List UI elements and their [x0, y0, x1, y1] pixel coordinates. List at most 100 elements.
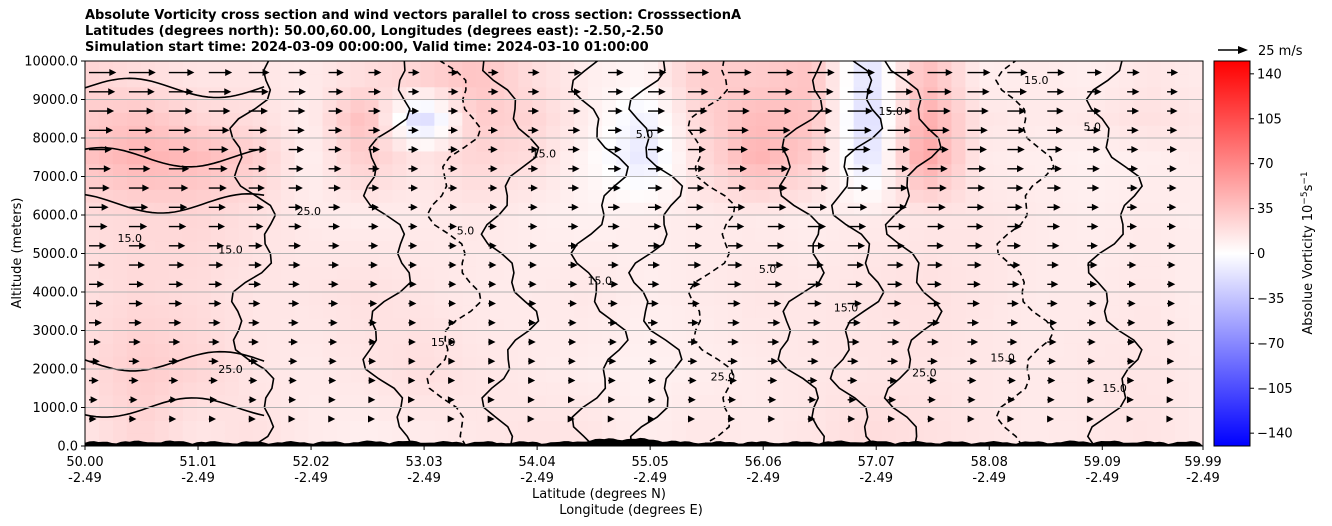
field-cell [518, 150, 533, 165]
field-cell [588, 356, 603, 370]
wind-vector-head [450, 146, 458, 154]
field-cell [1147, 420, 1162, 434]
field-cell [685, 369, 701, 383]
field-cell [881, 292, 897, 306]
field-cell [755, 86, 771, 101]
y-tick-label: 0.0 [57, 440, 78, 455]
wind-vector-head [865, 107, 873, 115]
field-cell [224, 227, 240, 242]
wind-vector-head [1127, 377, 1135, 385]
field-cell [923, 86, 939, 101]
field-cell [755, 240, 771, 255]
wind-vector-head [1132, 88, 1140, 96]
field-cell [1105, 304, 1120, 319]
field-cell [755, 369, 771, 383]
field-cell [1063, 227, 1078, 242]
wind-vector-head [1167, 319, 1175, 327]
field-cell [126, 369, 142, 383]
field-cell [336, 394, 352, 409]
field-cell [1133, 279, 1148, 293]
wind-vector-head [1095, 69, 1103, 77]
contour-label: 15.0 [118, 232, 143, 245]
wind-vector-head [652, 280, 660, 288]
field-cell [811, 420, 827, 434]
field-cell [1091, 420, 1106, 434]
field-cell [853, 189, 869, 203]
field-cell [993, 202, 1008, 216]
field-cell [769, 381, 785, 396]
field-cell [1175, 279, 1190, 293]
field-cell [154, 163, 170, 178]
wind-vector-head [972, 300, 980, 308]
field-cell [881, 189, 897, 203]
field-cell [979, 381, 994, 396]
field-cell [657, 176, 673, 190]
contour-line [85, 192, 265, 214]
field-cell [741, 394, 757, 409]
field-cell [462, 292, 477, 306]
field-cell [266, 61, 282, 75]
field-cell [1063, 86, 1078, 101]
field-cell [560, 202, 575, 216]
contour-label: 5.0 [1083, 120, 1101, 133]
field-cell [1021, 381, 1036, 396]
field-cell [811, 407, 827, 421]
wind-vector-head [850, 377, 858, 385]
field-cell [616, 176, 631, 190]
field-cell [671, 73, 687, 88]
vorticity-field [85, 61, 1203, 446]
field-cell [797, 240, 813, 255]
field-cell [993, 163, 1008, 178]
field-cell [965, 163, 980, 178]
field-cell [630, 381, 645, 396]
field-cell [574, 317, 589, 332]
field-cell [1189, 266, 1203, 280]
field-cell [881, 394, 897, 409]
wind-vector-head [691, 338, 699, 346]
field-cell [769, 125, 785, 139]
field-cell [937, 330, 953, 344]
field-cell [462, 215, 477, 229]
field-cell [322, 407, 338, 421]
wind-vector-head [1056, 107, 1064, 115]
field-cell [630, 394, 645, 409]
field-cell [588, 163, 603, 178]
field-cell [616, 240, 631, 255]
field-cell [630, 317, 645, 332]
field-cell [462, 150, 477, 165]
field-cell [1049, 304, 1064, 319]
field-cell [979, 330, 994, 344]
field-cell [364, 73, 380, 88]
field-cell [1021, 163, 1036, 178]
y-tick-label: 7000.0 [33, 170, 79, 185]
wind-vector-head [451, 88, 459, 96]
field-cell [85, 125, 100, 139]
field-cell [392, 304, 408, 319]
wind-vector-head [777, 242, 785, 250]
field-cell [783, 381, 799, 396]
field-cell [294, 394, 310, 409]
field-cell [1063, 356, 1078, 370]
field-cell [769, 61, 785, 75]
field-cell [336, 292, 352, 306]
wind-vector-head [225, 69, 233, 77]
field-cell [308, 99, 324, 113]
field-cell [937, 292, 953, 306]
wind-vector-head [335, 107, 343, 115]
field-cell [1007, 112, 1022, 126]
field-cell [112, 61, 128, 75]
wind-vector-head [291, 319, 299, 327]
field-cell [1133, 86, 1148, 101]
field-cell [1035, 369, 1050, 383]
field-cell [881, 343, 897, 357]
wind-vector-head [292, 280, 300, 288]
field-cell [462, 86, 477, 101]
field-cell [699, 420, 715, 434]
colorbar-tick-label: −35 [1257, 292, 1284, 307]
wind-vector-head [106, 126, 114, 134]
field-cell [1007, 73, 1022, 88]
field-cell [378, 292, 394, 306]
field-cell [490, 343, 505, 357]
field-cell [85, 86, 100, 101]
field-cell [308, 73, 324, 88]
